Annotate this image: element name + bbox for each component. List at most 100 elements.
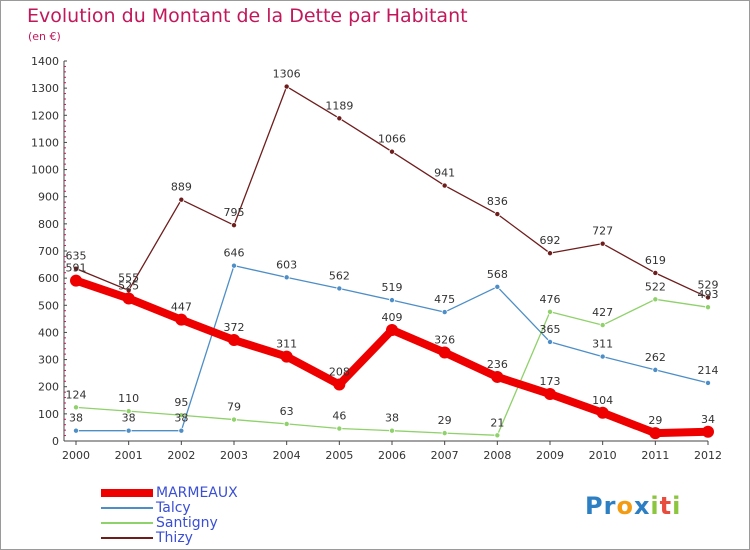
y-tick-label: 0 <box>52 435 59 448</box>
data-point-talcy <box>705 379 712 386</box>
logo-letter: i <box>650 492 660 520</box>
data-point-santigny <box>178 412 185 419</box>
data-label-thizy: 635 <box>66 250 87 263</box>
data-label-santigny: 493 <box>698 288 719 301</box>
x-tick-label: 2006 <box>378 449 406 462</box>
data-label-talcy: 519 <box>382 281 403 294</box>
data-point-santigny <box>547 308 554 315</box>
data-point-santigny <box>441 430 448 437</box>
data-label-santigny: 21 <box>490 416 504 429</box>
data-point-thizy <box>178 196 185 203</box>
data-point-talcy <box>336 285 343 292</box>
legend-swatch <box>101 489 153 497</box>
data-point-thizy <box>705 294 712 301</box>
data-point-santigny <box>230 416 237 423</box>
y-tick-label: 300 <box>38 354 59 367</box>
legend-swatch <box>101 522 153 524</box>
data-label-santigny: 63 <box>280 405 294 418</box>
y-tick-label: 1000 <box>31 164 59 177</box>
data-point-marmeaux <box>175 313 188 326</box>
y-tick-label: 1200 <box>31 109 59 122</box>
data-label-thizy: 619 <box>645 254 666 267</box>
data-point-santigny <box>336 425 343 432</box>
x-tick-label: 2001 <box>115 449 143 462</box>
logo-letter: t <box>659 492 673 520</box>
x-tick-label: 2009 <box>536 449 564 462</box>
data-point-talcy <box>441 309 448 316</box>
data-point-talcy <box>125 427 132 434</box>
data-label-thizy: 1189 <box>325 99 353 112</box>
logo-letter: r <box>603 492 617 520</box>
data-label-marmeaux: 311 <box>276 338 297 351</box>
data-point-talcy <box>178 427 185 434</box>
data-point-talcy <box>547 338 554 345</box>
x-tick-label: 2003 <box>220 449 248 462</box>
data-point-thizy <box>283 83 290 90</box>
data-point-thizy <box>73 265 80 272</box>
data-label-thizy: 727 <box>592 225 613 238</box>
data-label-marmeaux: 372 <box>224 321 245 334</box>
data-point-santigny <box>494 432 501 439</box>
data-label-marmeaux: 326 <box>434 334 455 347</box>
data-label-talcy: 603 <box>276 258 297 271</box>
data-point-marmeaux <box>438 346 451 359</box>
y-tick-label: 1300 <box>31 82 59 95</box>
data-label-marmeaux: 409 <box>382 311 403 324</box>
y-tick-label: 1100 <box>31 136 59 149</box>
data-label-santigny: 522 <box>645 280 666 293</box>
data-label-thizy: 1306 <box>273 68 301 81</box>
data-label-santigny: 427 <box>592 306 613 319</box>
data-labels: 635 555 889 795 1306 1189 1066 941 836 692 727 619 5… <box>66 68 719 430</box>
data-point-thizy <box>652 269 659 276</box>
data-point-thizy <box>336 115 343 122</box>
data-point-marmeaux <box>544 388 556 401</box>
logo-letter: i <box>672 492 682 520</box>
data-point-santigny <box>125 408 132 415</box>
x-tick-label: 2002 <box>167 449 195 462</box>
y-tick-label: 900 <box>38 191 59 204</box>
data-point-santigny <box>705 304 712 311</box>
data-label-santigny: 46 <box>332 410 346 423</box>
data-label-thizy: 555 <box>118 271 139 284</box>
data-label-talcy: 568 <box>487 268 508 281</box>
data-point-thizy <box>230 222 237 229</box>
legend-swatch <box>101 507 153 509</box>
x-tick-label: 2011 <box>641 449 669 462</box>
data-point-thizy <box>547 250 554 257</box>
data-point-talcy <box>599 353 606 360</box>
data-label-talcy: 562 <box>329 269 350 282</box>
x-tick-label: 2005 <box>325 449 353 462</box>
data-point-talcy <box>73 427 80 434</box>
data-point-talcy <box>494 283 501 290</box>
chart-title: Evolution du Montant de la Dette par Hab… <box>27 5 468 27</box>
legend-label: Thizy <box>156 530 193 546</box>
series-layer <box>70 83 714 440</box>
legend-label: Santigny <box>156 515 218 531</box>
data-label-thizy: 889 <box>171 181 192 194</box>
y-tick-label: 500 <box>38 299 59 312</box>
data-point-marmeaux <box>649 427 662 440</box>
data-point-santigny <box>388 427 395 434</box>
data-label-marmeaux: 104 <box>592 394 613 407</box>
data-label-santigny: 79 <box>227 401 241 414</box>
data-label-thizy: 529 <box>698 278 719 291</box>
axes: 0 100 200 300 400 500 600 700 800 900 1000 1100 1200… <box>31 55 722 462</box>
data-point-thizy <box>599 240 606 247</box>
data-point-marmeaux <box>228 334 240 347</box>
data-point-marmeaux <box>280 350 293 363</box>
data-label-talcy: 311 <box>592 338 613 351</box>
data-point-talcy <box>283 274 290 281</box>
data-label-marmeaux: 525 <box>118 280 139 293</box>
data-point-marmeaux <box>491 370 504 383</box>
data-point-santigny <box>283 420 290 427</box>
y-tick-label: 400 <box>38 326 59 339</box>
data-label-marmeaux: 236 <box>487 358 508 371</box>
y-tick-label: 100 <box>38 408 59 421</box>
data-label-marmeaux: 208 <box>329 366 350 379</box>
data-label-marmeaux: 591 <box>66 262 87 275</box>
logo-letter: x <box>633 492 651 520</box>
data-label-santigny: 124 <box>66 388 87 401</box>
data-label-talcy: 475 <box>434 293 455 306</box>
x-tick-label: 2012 <box>694 449 722 462</box>
